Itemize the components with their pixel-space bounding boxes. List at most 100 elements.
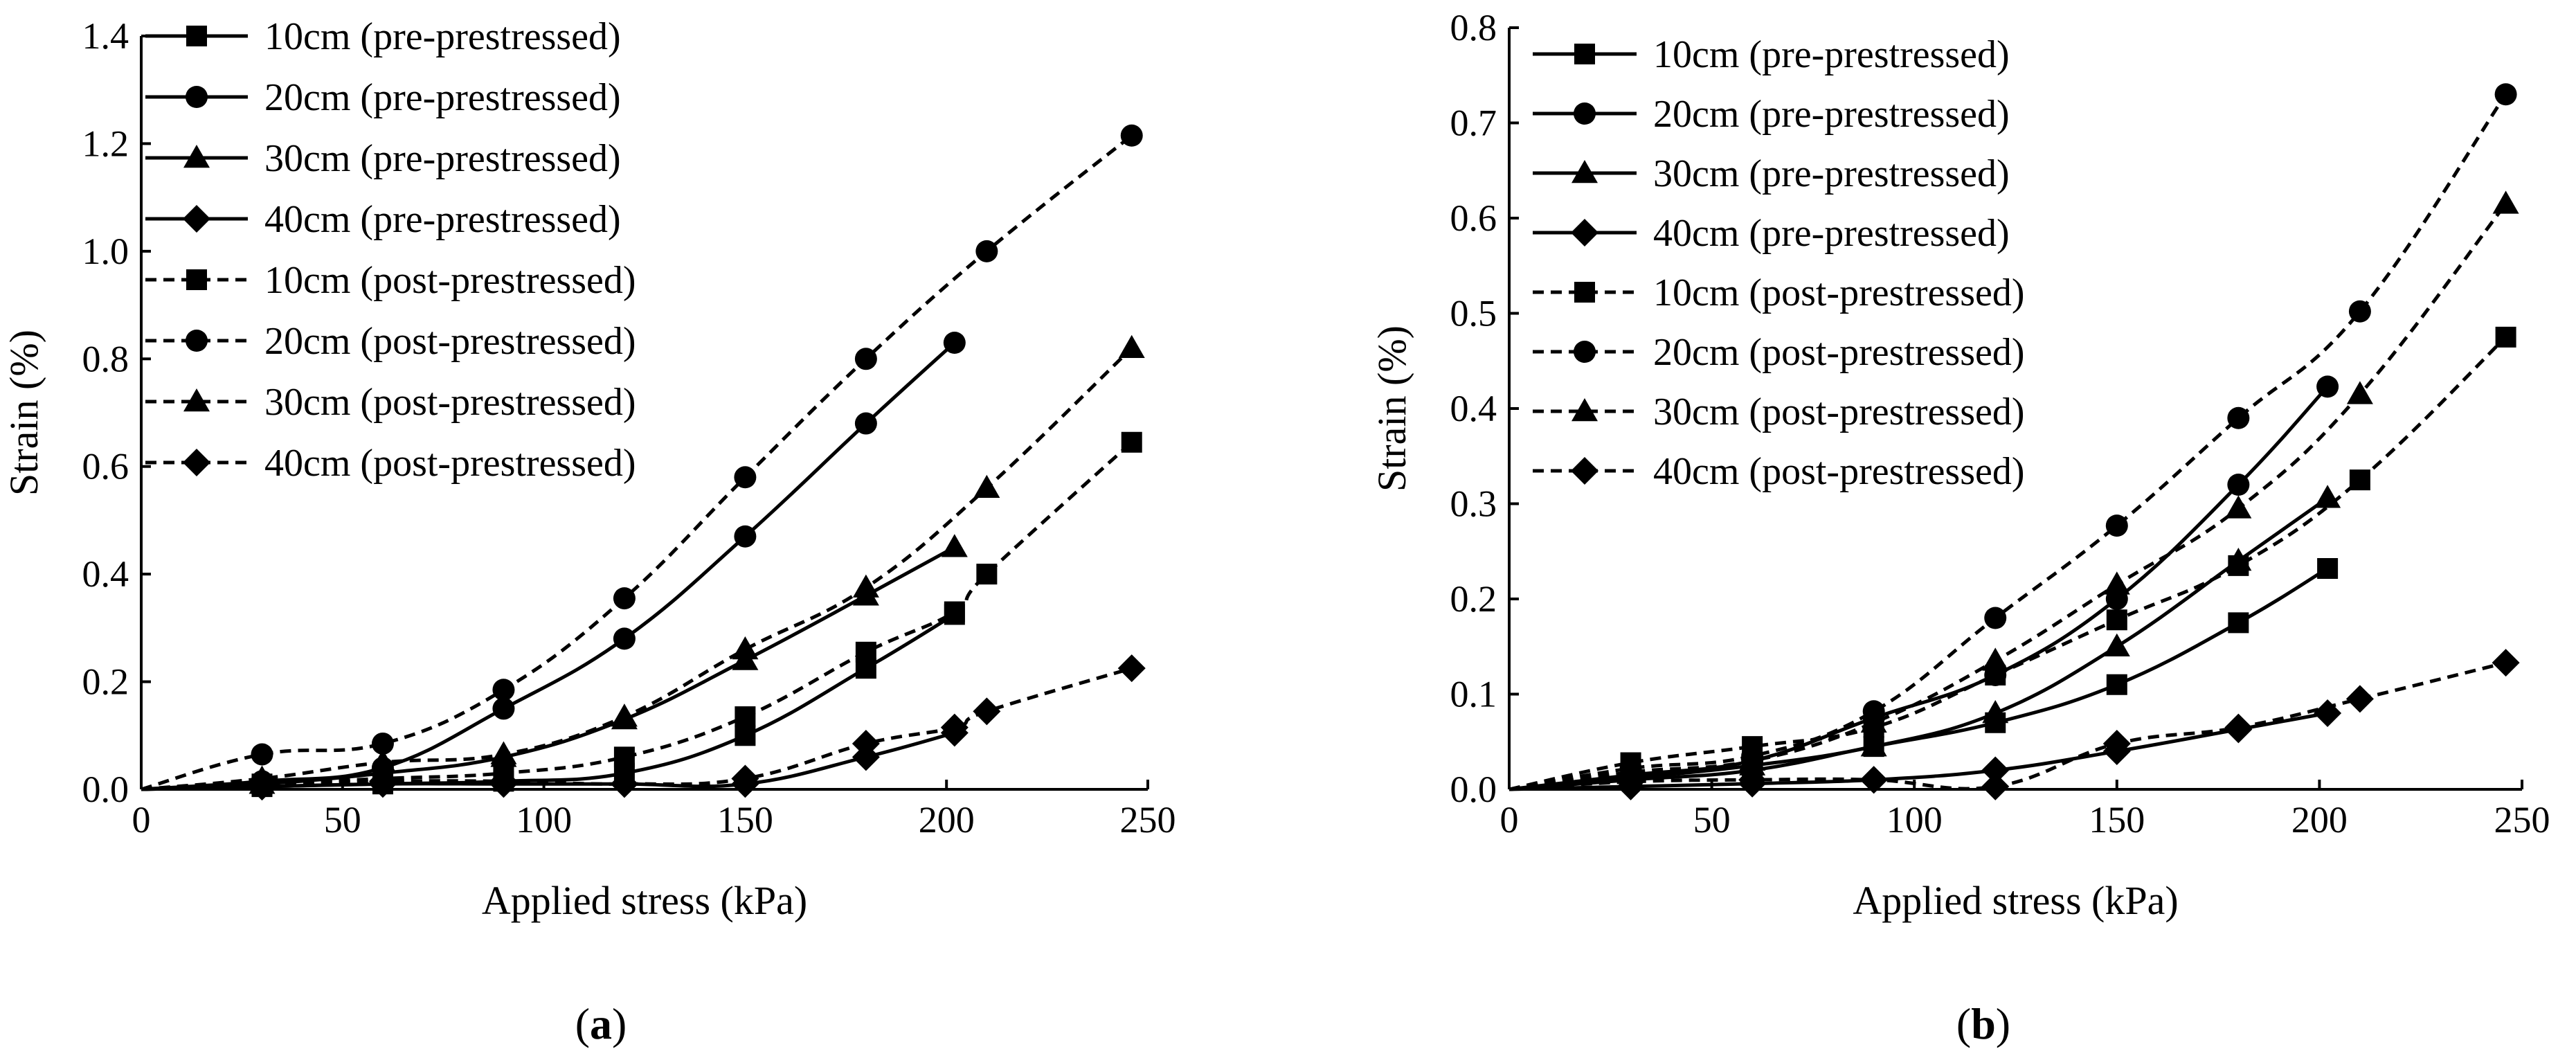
y-axis-title: Strain (%) xyxy=(1369,325,1414,492)
circle-data-point xyxy=(1120,124,1143,147)
legend-label: 30cm (pre-prestressed) xyxy=(264,137,621,180)
legend-triangle-marker xyxy=(1571,160,1598,183)
legend-triangle-marker xyxy=(1571,398,1598,422)
y-tick-label: 0.6 xyxy=(1450,197,1497,239)
legend-entry: 30cm (pre-prestressed) xyxy=(1533,152,2010,195)
y-tick-label: 0.6 xyxy=(82,446,129,487)
x-tick-label: 50 xyxy=(1693,799,1731,841)
legend: 10cm (pre-prestressed) 20cm (pre-prestres… xyxy=(1533,33,2025,493)
series-6 xyxy=(141,124,1143,791)
legend-label: 10cm (post-prestressed) xyxy=(1653,271,2025,314)
circle-data-point xyxy=(492,679,515,701)
legend-label: 10cm (pre-prestressed) xyxy=(264,15,621,58)
diamond-data-point xyxy=(2102,730,2131,757)
diamond-data-point xyxy=(973,697,1001,726)
series-line xyxy=(1508,336,2507,791)
legend-label: 40cm (pre-prestressed) xyxy=(264,198,621,241)
series-line xyxy=(141,546,956,791)
y-tick-label: 0.4 xyxy=(1450,388,1497,429)
legend-circle-marker xyxy=(1574,102,1596,125)
circle-data-point xyxy=(2227,474,2250,496)
circle-data-point xyxy=(2316,375,2339,398)
legend-diamond-marker xyxy=(1571,457,1598,485)
y-tick-label: 0.1 xyxy=(1450,674,1497,715)
square-data-point xyxy=(944,601,965,622)
square-data-point xyxy=(735,725,756,746)
circle-data-point xyxy=(943,331,966,354)
series-line xyxy=(1508,566,2329,791)
legend-entry: 40cm (pre-prestressed) xyxy=(1533,212,2010,255)
legend-label: 20cm (pre-prestressed) xyxy=(1653,93,2010,136)
triangle-data-point xyxy=(1860,709,1887,733)
legend-entry: 40cm (pre-prestressed) xyxy=(145,198,621,241)
circle-data-point xyxy=(613,587,636,610)
square-data-point xyxy=(1121,431,1142,453)
circle-data-point xyxy=(854,348,877,370)
legend-label: 30cm (post-prestressed) xyxy=(264,381,636,424)
series-6 xyxy=(1508,83,2517,791)
legend-label: 20cm (post-prestressed) xyxy=(264,320,636,363)
y-tick-label: 0.0 xyxy=(1450,769,1497,810)
diamond-data-point xyxy=(489,767,518,796)
x-tick-label: 150 xyxy=(717,799,773,841)
y-tick-label: 0.5 xyxy=(1450,293,1497,334)
legend-square-marker xyxy=(1574,282,1595,303)
diamond-data-point xyxy=(368,767,397,796)
triangle-data-point xyxy=(2103,633,2130,656)
y-tick-label: 0.2 xyxy=(1450,578,1497,620)
series-line xyxy=(141,341,956,791)
diamond-data-point xyxy=(731,764,759,793)
y-tick-label: 0.2 xyxy=(82,661,129,703)
triangle-data-point xyxy=(1118,334,1145,358)
legend-diamond-marker xyxy=(1571,219,1598,246)
square-data-point xyxy=(976,564,998,585)
triangle-data-point xyxy=(1860,733,1887,757)
legend-diamond-marker xyxy=(183,449,210,476)
legend-label: 40cm (pre-prestressed) xyxy=(1653,212,2010,255)
series-8 xyxy=(141,654,1146,798)
legend-entry: 30cm (pre-prestressed) xyxy=(145,137,621,180)
diamond-data-point xyxy=(1616,768,1645,796)
legend-label: 20cm (pre-prestressed) xyxy=(264,76,621,119)
diamond-data-point xyxy=(2314,699,2342,727)
triangle-data-point xyxy=(490,741,517,764)
diamond-data-point xyxy=(610,770,638,798)
circle-data-point xyxy=(2227,406,2250,429)
legend-entry: 30cm (post-prestressed) xyxy=(1533,391,2025,433)
x-tick-label: 50 xyxy=(324,799,361,841)
legend-label: 30cm (post-prestressed) xyxy=(1653,391,2025,433)
circle-data-point xyxy=(1984,607,2007,629)
triangle-data-point xyxy=(2103,571,2130,595)
legend-entry: 40cm (post-prestressed) xyxy=(145,442,636,485)
triangle-data-point xyxy=(611,703,638,727)
diamond-data-point xyxy=(1859,766,1888,794)
triangle-data-point xyxy=(941,534,968,557)
diamond-data-point xyxy=(852,729,880,757)
square-data-point xyxy=(2228,555,2249,576)
circle-data-point xyxy=(2494,83,2517,106)
y-tick-label: 0.8 xyxy=(82,338,129,379)
series-line xyxy=(1508,93,2507,791)
diamond-data-point xyxy=(2224,713,2253,742)
square-data-point xyxy=(855,641,876,663)
diamond-data-point xyxy=(1981,772,2010,800)
triangle-data-point xyxy=(2314,485,2341,508)
circle-data-point xyxy=(371,732,394,755)
legend-entry: 40cm (post-prestressed) xyxy=(1533,450,2025,493)
circle-data-point xyxy=(2348,300,2371,323)
circle-data-point xyxy=(854,412,877,435)
square-data-point xyxy=(735,706,756,728)
y-tick-label: 0.4 xyxy=(82,553,129,595)
legend-label: 30cm (pre-prestressed) xyxy=(1653,152,2010,195)
legend-entry: 10cm (post-prestressed) xyxy=(1533,271,2025,314)
x-tick-label: 250 xyxy=(2494,799,2550,841)
panel-b: 0 50 100 150 200 250 0.0 0.1 0.2 0.3 0.4 0.5 0.6 0.7 0… xyxy=(1369,7,2550,1048)
y-axis-title: Strain (%) xyxy=(1,330,46,496)
series-line xyxy=(141,666,1133,791)
y-tick-label: 1.0 xyxy=(82,231,129,272)
square-data-point xyxy=(2106,609,2127,631)
legend-square-marker xyxy=(186,26,207,46)
diamond-data-point xyxy=(2345,685,2374,713)
legend-circle-marker xyxy=(186,86,208,108)
